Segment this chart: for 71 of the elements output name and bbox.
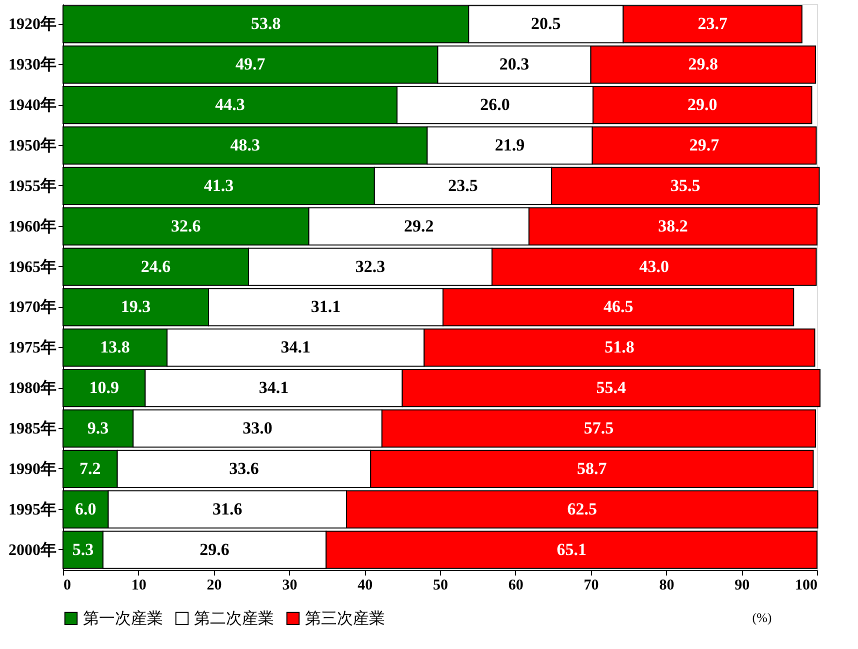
y-tick-label: 2000年 (8, 540, 56, 559)
data-label: 38.2 (658, 216, 688, 236)
y-tick-label: 1940年 (8, 96, 56, 114)
data-label: 7.2 (80, 458, 101, 478)
data-label: 65.1 (556, 540, 586, 559)
x-tick-label: 10 (131, 578, 146, 594)
data-label: 31.6 (212, 499, 242, 518)
x-tick-label: 50 (433, 578, 448, 594)
x-tick-label: 90 (734, 578, 750, 594)
data-label: 34.1 (258, 378, 289, 398)
x-tick-label: 0 (64, 578, 71, 594)
x-tick-label: 30 (282, 578, 298, 594)
y-tick-label: 1980年 (8, 379, 56, 398)
data-label: 35.5 (670, 176, 700, 195)
data-label: 53.8 (250, 14, 281, 34)
y-tick-label: 1965年 (8, 258, 56, 276)
data-label: 29.8 (688, 54, 718, 74)
data-label: 29.7 (689, 136, 720, 154)
data-label: 23.5 (448, 176, 478, 195)
data-label: 20.3 (499, 54, 530, 74)
data-label: 55.4 (596, 378, 627, 398)
x-tick-label: 60 (508, 578, 524, 594)
x-tick-label: 100 (795, 578, 818, 594)
y-tick-label: 1975年 (8, 338, 56, 357)
data-label: 29.6 (200, 540, 230, 559)
data-label: 57.5 (584, 418, 614, 438)
data-label: 20.5 (531, 14, 561, 34)
data-label: 34.1 (280, 338, 310, 357)
data-label: 29.0 (688, 95, 718, 114)
data-label: 9.3 (87, 418, 109, 438)
x-tick-label: 20 (206, 578, 222, 594)
data-label: 48.3 (230, 136, 260, 154)
y-tick-label: 1930年 (8, 56, 56, 74)
data-label: 62.5 (567, 499, 598, 518)
data-label: 5.3 (72, 540, 94, 559)
data-label: 32.3 (355, 256, 386, 276)
data-label: 49.7 (235, 54, 266, 74)
legend-label: 第二次産業 (194, 609, 274, 628)
data-label: 51.8 (604, 338, 634, 357)
data-label: 46.5 (603, 297, 634, 316)
legend-label: 第一次産業 (83, 609, 163, 628)
data-label: 19.3 (120, 297, 151, 316)
data-label: 26.0 (480, 95, 510, 114)
data-label: 32.6 (171, 216, 201, 236)
y-tick-label: 1995年 (8, 500, 56, 518)
data-label: 31.1 (310, 297, 341, 316)
data-label: 21.9 (494, 136, 525, 154)
y-tick-label: 1990年 (8, 460, 56, 478)
y-tick-label: 1955年 (8, 176, 56, 195)
data-label: 24.6 (140, 256, 171, 276)
y-tick-label: 1950年 (8, 136, 56, 154)
data-label: 29.2 (404, 216, 434, 236)
data-label: 43.0 (639, 256, 670, 276)
x-tick-label: 40 (358, 578, 373, 594)
data-label: 33.6 (229, 458, 259, 478)
data-label: 10.9 (89, 378, 119, 398)
data-label: 58.7 (577, 458, 608, 478)
data-label: 13.8 (100, 338, 130, 357)
x-tick-label: 80 (659, 578, 674, 594)
y-tick-label: 1985年 (8, 420, 56, 438)
data-label: 41.3 (204, 176, 234, 195)
text: (%) (752, 610, 772, 625)
data-label: 33.0 (242, 418, 272, 438)
legend-label: 第三次産業 (305, 609, 385, 628)
x-tick-label: 70 (584, 578, 599, 594)
y-tick-label: 1960年 (8, 217, 56, 236)
y-tick-label: 1920年 (8, 15, 56, 34)
y-tick-label: 1970年 (8, 298, 56, 316)
data-label: 6.0 (74, 499, 96, 518)
data-label: 44.3 (215, 95, 245, 114)
data-label: 23.7 (698, 14, 728, 34)
